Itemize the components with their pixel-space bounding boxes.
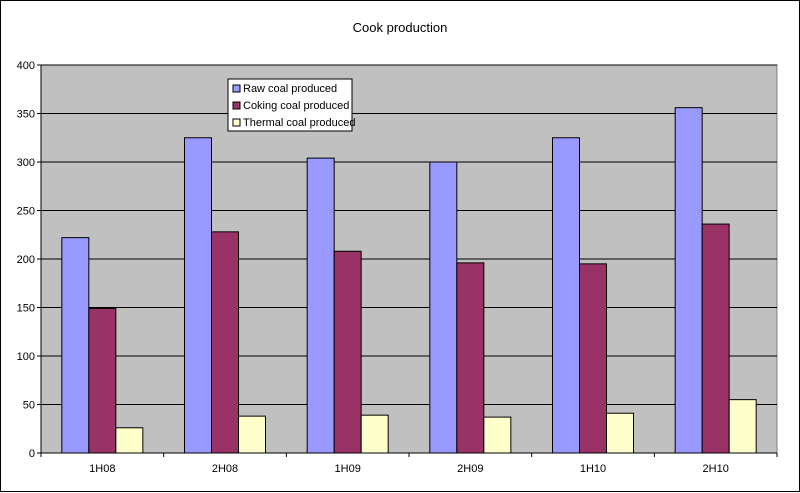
bar-thermal-coal-produced xyxy=(728,399,757,454)
bar-coking-coal-produced xyxy=(88,307,117,454)
x-tick-label: 1H10 xyxy=(580,463,606,475)
bar-thermal-coal-produced xyxy=(115,427,144,454)
x-tick-label: 2H10 xyxy=(703,463,729,475)
x-tick-label: 2H09 xyxy=(457,463,483,475)
y-tick-label: 400 xyxy=(17,60,35,72)
gridlines xyxy=(41,64,777,405)
bar-raw-coal-produced xyxy=(674,107,703,454)
bar-raw-coal-produced xyxy=(552,137,580,454)
legend: Raw coal produced Coking coal produced The… xyxy=(227,78,356,132)
x-axis: 1H08 2H08 1H09 2H09 1H10 2H10 xyxy=(40,452,778,475)
legend-swatch xyxy=(232,101,241,110)
bar-raw-coal-produced xyxy=(61,237,90,454)
legend-box xyxy=(227,78,353,132)
bar-raw-coal-produced xyxy=(306,157,335,454)
y-tick-label: 100 xyxy=(17,351,35,363)
bar-thermal-coal-produced xyxy=(238,415,266,454)
y-axis: 0 50 100 150 200 250 300 350 400 xyxy=(17,60,42,460)
y-tick-label: 300 xyxy=(17,157,35,169)
bar-coking-coal-produced xyxy=(333,250,362,454)
bar-coking-coal-produced xyxy=(456,262,485,454)
legend-label: Raw coal produced xyxy=(243,83,337,95)
legend-label: Thermal coal produced xyxy=(243,117,356,129)
legend-label: Coking coal produced xyxy=(243,100,349,112)
x-tick-label: 1H09 xyxy=(335,463,361,475)
legend-swatch xyxy=(232,118,241,127)
bar-coking-coal-produced xyxy=(701,223,730,454)
x-tick-label: 2H08 xyxy=(212,463,238,475)
bar-raw-coal-produced xyxy=(429,161,458,454)
y-tick-label: 250 xyxy=(17,206,35,218)
bar-thermal-coal-produced xyxy=(360,414,389,454)
y-tick-label: 0 xyxy=(29,448,35,460)
legend-swatch xyxy=(232,84,241,93)
bar-coking-coal-produced xyxy=(579,263,607,454)
chart-title: Cook production xyxy=(353,20,448,35)
y-tick-label: 50 xyxy=(23,400,35,412)
x-tick-label: 1H08 xyxy=(89,463,115,475)
bar-thermal-coal-produced xyxy=(606,412,634,454)
bars xyxy=(61,107,757,454)
y-tick-label: 150 xyxy=(17,303,35,315)
bar-thermal-coal-produced xyxy=(483,416,512,454)
y-tick-label: 200 xyxy=(17,254,35,266)
bar-coking-coal-produced xyxy=(211,231,239,454)
bar-raw-coal-produced xyxy=(184,137,212,454)
y-tick-label: 350 xyxy=(17,109,35,121)
